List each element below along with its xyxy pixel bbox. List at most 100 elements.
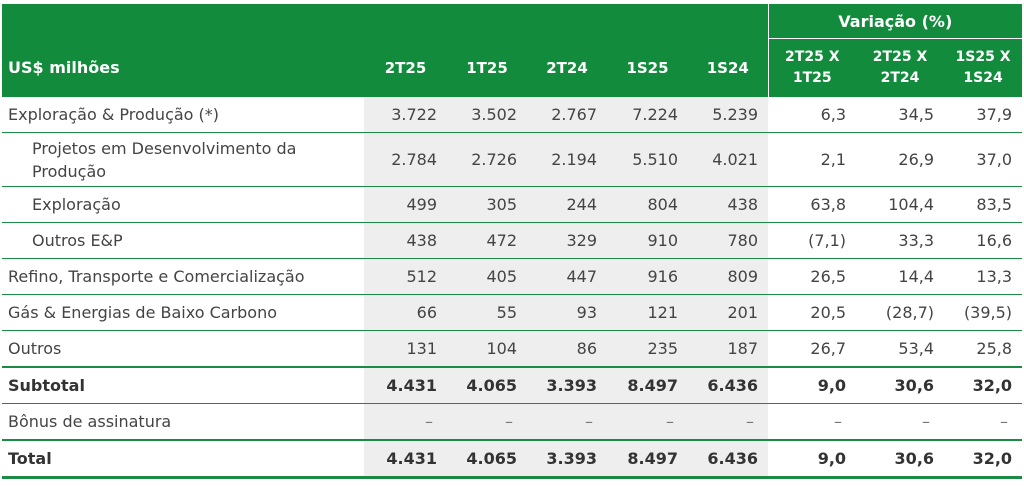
- var-header-line2: 1T25: [792, 70, 832, 86]
- row-value: 6.436: [688, 366, 769, 404]
- row-value: 305: [447, 186, 527, 223]
- row-value: 34,5: [856, 97, 945, 133]
- row-value: 131: [364, 330, 447, 368]
- cell-value: 30,6: [894, 376, 935, 395]
- cell-value: 512: [406, 267, 437, 286]
- col-header-2t25: 2T25: [364, 38, 447, 97]
- cell-value: 26,5: [810, 267, 847, 286]
- row-value: 25,8: [944, 330, 1023, 368]
- col-header-1s25: 1S25: [607, 38, 688, 97]
- col-header-1s24: 1S24: [688, 38, 769, 97]
- cell-value: 8.497: [627, 376, 678, 395]
- cell-value: 3.722: [391, 105, 437, 124]
- row-value: 63,8: [768, 186, 857, 223]
- cell-value: 3.502: [471, 105, 517, 124]
- row-value: 32,0: [944, 366, 1023, 404]
- row-value: 2.767: [527, 97, 607, 133]
- cell-value: 104,4: [888, 195, 935, 214]
- cell-value: 86: [576, 339, 597, 358]
- cell-value: 63,8: [810, 195, 847, 214]
- row-value: 93: [527, 294, 607, 331]
- row-value: 910: [607, 222, 688, 259]
- row-value: –: [768, 403, 857, 441]
- row-value: 472: [447, 222, 527, 259]
- row-value: 7.224: [607, 97, 688, 133]
- cell-value: 438: [727, 195, 759, 214]
- cell-value: 93: [576, 303, 597, 322]
- row-value: 9,0: [768, 439, 857, 479]
- cell-value: 26,9: [898, 150, 935, 169]
- row-value: 512: [364, 258, 447, 295]
- cell-value: 16,6: [976, 231, 1013, 250]
- row-value: 55: [447, 294, 527, 331]
- row-value: 16,6: [944, 222, 1023, 259]
- cell-value: 2.194: [551, 150, 597, 169]
- row-label: Total: [2, 439, 364, 479]
- cell-value: 447: [566, 267, 597, 286]
- row-value: 780: [688, 222, 769, 259]
- row-value: –: [607, 403, 688, 441]
- cell-value: 910: [647, 231, 678, 250]
- cell-value: (28,7): [885, 303, 935, 322]
- row-value: 37,9: [944, 97, 1023, 133]
- row-value: 4.065: [447, 439, 527, 479]
- row-value: –: [688, 403, 769, 441]
- cell-value: 5.239: [712, 105, 759, 124]
- var-header-line1: 1S25 X: [955, 49, 1011, 65]
- row-value: 187: [688, 330, 769, 368]
- row-value: 804: [607, 186, 688, 223]
- cell-value: 809: [727, 267, 759, 286]
- row-value: 5.510: [607, 132, 688, 187]
- cell-value: 472: [486, 231, 517, 250]
- cell-value: 34,5: [898, 105, 935, 124]
- row-value: 13,3: [944, 258, 1023, 295]
- cell-value: 66: [416, 303, 437, 322]
- cell-value: –: [746, 412, 755, 431]
- cell-value: 4.431: [386, 449, 437, 468]
- row-value: 2.194: [527, 132, 607, 187]
- cell-value: 121: [647, 303, 678, 322]
- var-header-2t25-2t24: 2T25 X 2T24: [856, 38, 945, 97]
- cell-value: 6,3: [820, 105, 847, 124]
- cell-value: 30,6: [894, 449, 935, 468]
- cell-value: 235: [647, 339, 678, 358]
- cell-value: 9,0: [817, 449, 847, 468]
- table-body: Exploração & Produção (*) 3.722 3.502 2.767…: [2, 97, 1023, 479]
- cell-value: –: [666, 412, 674, 431]
- row-value: 2.784: [364, 132, 447, 187]
- cell-value: 438: [406, 231, 437, 250]
- cell-value: 6.436: [707, 449, 759, 468]
- row-value: 499: [364, 186, 447, 223]
- row-value: 244: [527, 186, 607, 223]
- row-value: 121: [607, 294, 688, 331]
- cell-value: 4.065: [466, 449, 517, 468]
- row-value: 33,3: [856, 222, 945, 259]
- cell-value: 329: [566, 231, 597, 250]
- row-value: (28,7): [856, 294, 945, 331]
- cell-value: –: [922, 412, 931, 431]
- row-value: 104,4: [856, 186, 945, 223]
- cell-value: 201: [727, 303, 759, 322]
- row-value: 5.239: [688, 97, 769, 133]
- row-value: 9,0: [768, 366, 857, 404]
- row-value: 4.431: [364, 366, 447, 404]
- row-label: Outros: [2, 330, 364, 368]
- row-value: –: [364, 403, 447, 441]
- col-header-2t24: 2T24: [527, 38, 607, 97]
- cell-value: 305: [486, 195, 517, 214]
- table-row: Refino, Transporte e Comercialização 512 4…: [2, 258, 1023, 295]
- var-header-2t25-1t25: 2T25 X 1T25: [767, 38, 857, 97]
- row-value: 30,6: [856, 366, 945, 404]
- row-label: Projetos em Desenvolvimento da Produção: [2, 132, 364, 187]
- cell-value: –: [425, 412, 433, 431]
- cell-value: –: [1000, 412, 1009, 431]
- cell-value: 4.021: [712, 150, 759, 169]
- header-spacer: [2, 4, 769, 39]
- row-value: 104: [447, 330, 527, 368]
- cell-value: 20,5: [810, 303, 847, 322]
- variation-group-header: Variação (%): [767, 4, 1023, 39]
- var-header-1s25-1s24: 1S25 X 1S24: [944, 38, 1023, 97]
- var-header-line1: 2T25 X: [872, 49, 928, 65]
- cell-value: (39,5): [963, 303, 1013, 322]
- row-label: Gás & Energias de Baixo Carbono: [2, 294, 364, 331]
